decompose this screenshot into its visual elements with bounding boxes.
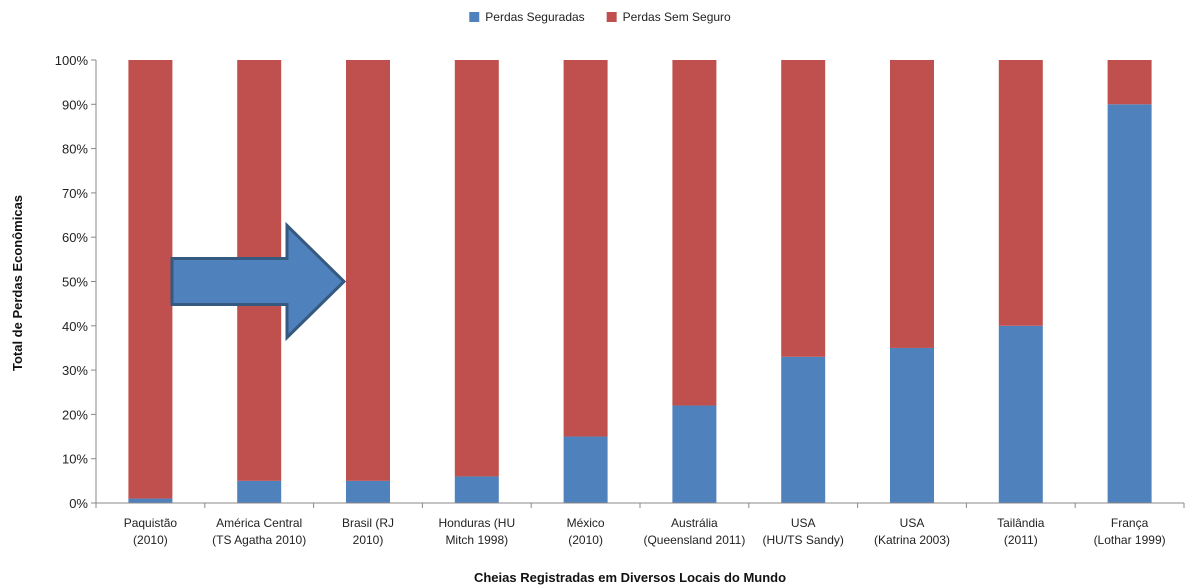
bar-segment-uninsured	[454, 60, 499, 477]
y-tick-label: 90%	[62, 97, 88, 112]
y-tick-label: 60%	[62, 230, 88, 245]
annotation-arrow	[170, 221, 347, 342]
bar-segment-insured	[237, 480, 282, 503]
y-axis-title: Total de Perdas Econômicas	[10, 195, 25, 371]
legend-label: Perdas Seguradas	[485, 10, 584, 24]
bar-segment-insured	[346, 480, 390, 503]
bar-segment-insured	[890, 347, 934, 503]
y-tick-label: 30%	[62, 363, 88, 378]
x-category-label: França (Lothar 1999)	[1094, 516, 1166, 547]
x-axis-category-labels: Paquistão (2010) América Central (TS Agatha…	[124, 516, 1166, 547]
y-tick-label: 50%	[62, 275, 88, 290]
bar-segment-uninsured	[998, 60, 1043, 326]
bar-segment-uninsured	[128, 60, 173, 499]
legend-swatch	[469, 12, 480, 22]
axes	[95, 60, 1185, 508]
bar-segment-uninsured	[672, 60, 717, 406]
legend-item: Perdas Sem Seguro	[606, 10, 731, 24]
y-axis-ticks: 0% 10% 20% 30% 40% 50% 60% 70% 80% 90% 100%	[55, 53, 96, 511]
y-tick-label: 0%	[69, 496, 88, 511]
legend-swatch	[606, 12, 617, 22]
x-category-label: Honduras (HU Mitch 1998)	[438, 516, 515, 547]
y-tick-label: 20%	[62, 407, 88, 422]
legend: Perdas Seguradas Perdas Sem Seguro	[469, 10, 731, 24]
bar-segment-insured	[1107, 104, 1152, 504]
bar-segment-uninsured	[890, 60, 934, 348]
bar-segment-insured	[998, 325, 1043, 503]
x-category-label: Tailândia (2011)	[997, 516, 1045, 547]
bar-segment-insured	[781, 356, 826, 503]
x-axis-title: Cheias Registradas em Diversos Locais do…	[474, 570, 786, 585]
y-tick-label: 40%	[62, 319, 88, 334]
x-category-label: Brasil (RJ 2010)	[342, 516, 394, 547]
bar-segment-insured	[672, 405, 717, 503]
legend-item: Perdas Seguradas	[469, 10, 585, 24]
y-tick-label: 10%	[62, 452, 88, 467]
bar-segment-uninsured	[563, 60, 608, 437]
x-category-label: América Central (TS Agatha 2010)	[212, 516, 306, 547]
x-category-label: Austrália (Queensland 2011)	[643, 516, 745, 547]
x-category-label: Paquistão (2010)	[124, 516, 178, 547]
bar-segment-uninsured	[1107, 60, 1152, 105]
bar-segment-insured	[128, 498, 173, 503]
legend-label: Perdas Sem Seguro	[623, 10, 731, 24]
x-category-label: USA (Katrina 2003)	[874, 516, 950, 547]
x-category-label: USA (HU/TS Sandy)	[763, 516, 844, 547]
bar-segment-uninsured	[781, 60, 826, 357]
bar-segment-uninsured	[346, 60, 390, 481]
y-tick-label: 70%	[62, 186, 88, 201]
y-tick-label: 80%	[62, 142, 88, 157]
y-tick-label: 100%	[55, 53, 89, 68]
bar-segment-insured	[563, 436, 608, 503]
annotation-arrow-shape	[170, 221, 347, 342]
x-category-label: México (2010)	[567, 516, 605, 547]
bar-segment-insured	[454, 476, 499, 503]
